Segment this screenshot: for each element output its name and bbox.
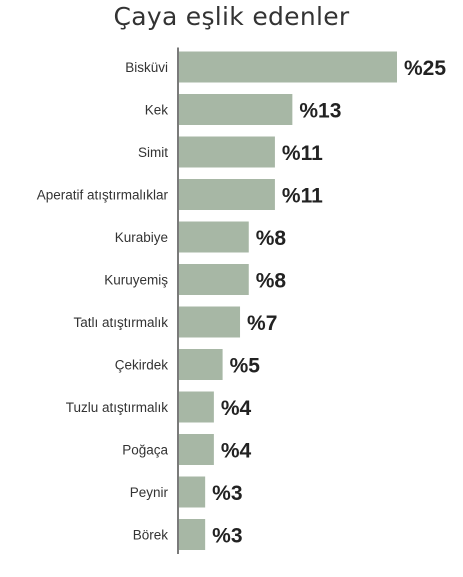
value-label: %5 <box>230 355 261 378</box>
category-label: Kurabiye <box>115 230 168 245</box>
value-label: %25 <box>404 57 446 80</box>
chart-title: Çaya eşlik edenler <box>113 2 350 31</box>
bar <box>179 94 293 125</box>
value-label: %8 <box>256 270 287 293</box>
category-label: Börek <box>133 528 169 543</box>
value-label: %4 <box>221 440 252 463</box>
category-label: Peynir <box>130 485 169 500</box>
value-label: %8 <box>256 227 287 250</box>
value-label: %11 <box>282 185 323 208</box>
bar <box>179 519 206 550</box>
value-label: %3 <box>212 482 242 505</box>
category-label: Tuzlu atıştırmalık <box>66 400 169 415</box>
category-label: Poğaça <box>122 443 168 458</box>
category-label: Simit <box>138 145 168 160</box>
bar <box>179 434 214 465</box>
category-label: Tatlı atıştırmalık <box>73 315 168 330</box>
bar <box>179 136 275 168</box>
value-label: %4 <box>221 397 252 420</box>
category-label: Çekirdek <box>115 358 169 373</box>
bar <box>179 476 206 508</box>
value-label: %7 <box>247 312 277 335</box>
bar <box>179 51 397 83</box>
bar <box>179 264 249 295</box>
bar <box>179 391 214 423</box>
bar <box>179 349 223 380</box>
bar <box>179 179 275 210</box>
value-label: %13 <box>299 100 341 123</box>
value-label: %3 <box>212 525 242 548</box>
bar <box>179 221 249 253</box>
value-label: %11 <box>282 142 323 165</box>
category-label: Kuruyemiş <box>104 273 168 288</box>
bars-group: Bisküvi %25 Kek %13 Simit %11 Aperatif atıştır… <box>37 51 446 550</box>
bar <box>179 306 241 338</box>
category-label: Bisküvi <box>125 60 168 75</box>
category-label: Aperatif atıştırmalıklar <box>37 188 169 203</box>
category-label: Kek <box>145 103 169 118</box>
